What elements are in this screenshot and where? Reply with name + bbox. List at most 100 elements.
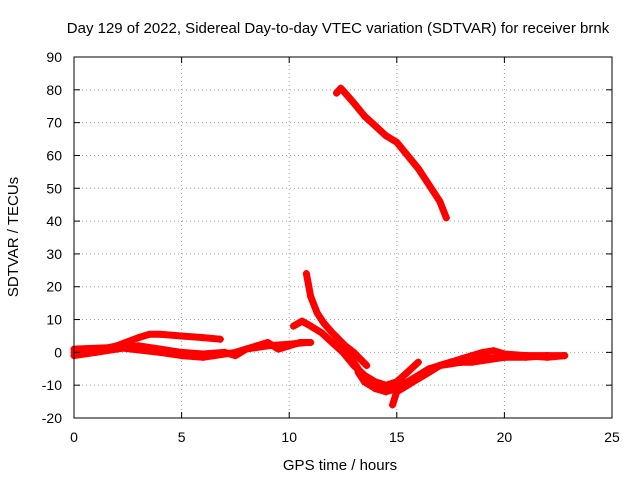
series-track-c	[70, 339, 310, 361]
data-point	[404, 151, 412, 159]
data-point	[156, 348, 164, 356]
y-tick-label: 0	[54, 344, 62, 360]
data-series	[70, 84, 569, 409]
data-point	[145, 330, 153, 338]
y-tick-label: 10	[46, 312, 62, 328]
data-point	[199, 334, 207, 342]
chart-title: Day 129 of 2022, Sidereal Day-to-day VTE…	[67, 20, 610, 37]
data-point	[393, 138, 401, 146]
data-point	[350, 358, 358, 366]
data-point	[285, 340, 293, 348]
data-point	[298, 317, 306, 325]
x-tick-label: 5	[178, 429, 186, 445]
data-point	[341, 89, 349, 97]
data-point	[199, 353, 207, 361]
data-point	[371, 384, 379, 392]
data-point	[350, 99, 358, 107]
data-point	[404, 381, 412, 389]
data-point	[313, 309, 321, 317]
data-point	[242, 345, 250, 353]
data-point	[436, 361, 444, 369]
data-point	[522, 352, 530, 360]
data-point	[178, 332, 186, 340]
data-point	[333, 89, 341, 97]
y-tick-label: -10	[42, 377, 62, 393]
data-point	[320, 319, 328, 327]
x-axis-label: GPS time / hours	[283, 457, 397, 474]
data-point	[290, 322, 298, 330]
data-point	[363, 361, 371, 369]
data-point	[307, 322, 315, 330]
data-point	[479, 355, 487, 363]
data-point	[356, 355, 364, 363]
data-point	[302, 270, 310, 278]
y-tick-label: 60	[46, 147, 62, 163]
data-point	[317, 329, 325, 337]
data-point	[231, 348, 239, 356]
series-trace	[302, 270, 371, 369]
data-point	[328, 329, 336, 337]
y-tick-label: 80	[46, 82, 62, 98]
data-point	[382, 388, 390, 396]
y-tick-label: 40	[46, 213, 62, 229]
x-tick-label: 20	[497, 429, 513, 445]
data-point	[337, 84, 345, 92]
plot-frame	[73, 56, 613, 419]
data-point	[561, 352, 569, 360]
series-trace	[333, 84, 450, 222]
data-point	[425, 181, 433, 189]
data-point	[490, 347, 498, 355]
x-tick-label: 10	[281, 429, 297, 445]
y-tick-label: 90	[46, 49, 62, 65]
grid	[74, 57, 612, 418]
data-point	[543, 352, 551, 360]
data-point	[361, 112, 369, 120]
data-point	[371, 122, 379, 130]
data-point	[178, 352, 186, 360]
data-point	[457, 358, 465, 366]
data-point	[350, 348, 358, 356]
data-point	[425, 368, 433, 376]
data-point	[500, 353, 508, 361]
data-point	[339, 345, 347, 353]
y-tick-label: 50	[46, 180, 62, 196]
data-point	[447, 358, 455, 366]
x-tick-label: 0	[70, 429, 78, 445]
y-tick-label: -20	[42, 410, 62, 426]
x-tick-label: 15	[389, 429, 405, 445]
x-tick-label: 25	[604, 429, 620, 445]
axes: 0 5 10 15 20 25 -20 -10 0 10 20 30 40 50 60 70 80 90	[42, 49, 620, 445]
data-point	[468, 355, 476, 363]
y-axis-label: SDTVAR / TECUs	[5, 177, 22, 297]
y-tick-label: 20	[46, 279, 62, 295]
data-point	[393, 388, 401, 396]
series-track-d	[302, 270, 371, 369]
y-tick-label: 70	[46, 115, 62, 131]
data-point	[404, 368, 412, 376]
data-point	[414, 375, 422, 383]
data-point	[156, 330, 164, 338]
data-point	[221, 350, 229, 358]
series-track-h	[388, 352, 551, 409]
data-point	[479, 348, 487, 356]
data-point	[442, 214, 450, 222]
data-point	[388, 401, 396, 409]
data-point	[216, 335, 224, 343]
data-point	[382, 132, 390, 140]
data-point	[436, 197, 444, 205]
series-track-i	[333, 84, 450, 222]
data-point	[382, 381, 390, 389]
data-point	[135, 334, 143, 342]
y-tick-label: 30	[46, 246, 62, 262]
data-point	[414, 358, 422, 366]
data-point	[414, 165, 422, 173]
data-point	[302, 339, 310, 347]
data-point	[264, 342, 272, 350]
data-point	[361, 378, 369, 386]
data-point	[328, 339, 336, 347]
data-point	[113, 343, 121, 351]
data-point	[335, 335, 343, 343]
data-point	[307, 293, 315, 301]
data-point	[354, 368, 362, 376]
